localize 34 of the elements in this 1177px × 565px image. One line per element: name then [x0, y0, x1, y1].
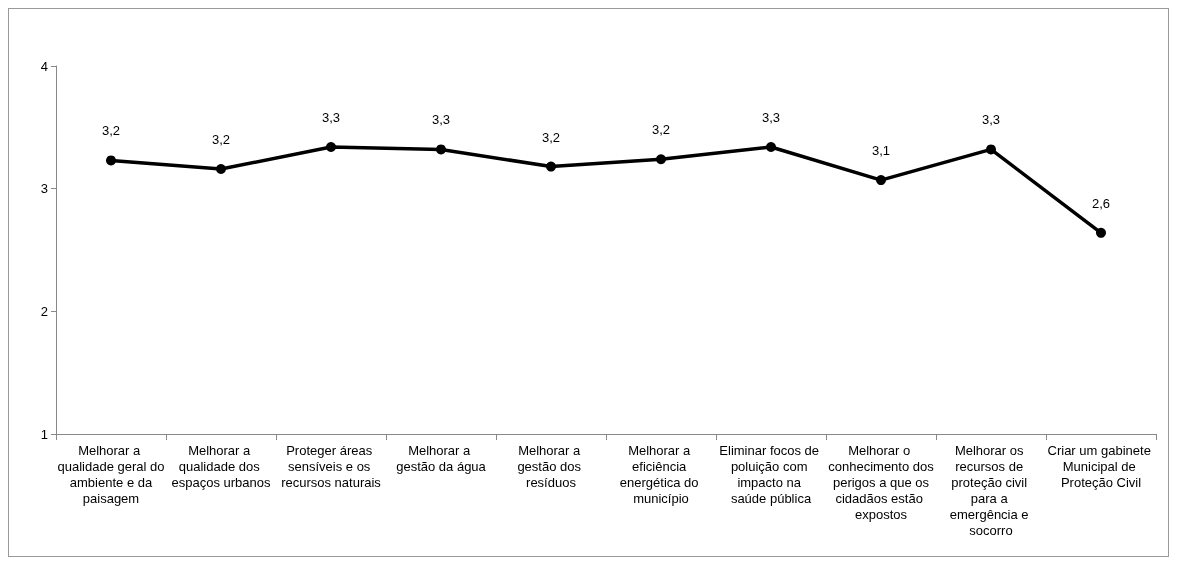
y-tick-label: 3 [40, 181, 48, 197]
x-tick-label: Melhorar o conhecimento dos perigos a que os cidadãos estão expostos [828, 442, 935, 522]
data-label: 3,2 [211, 132, 231, 148]
data-label: 3,3 [431, 112, 451, 128]
x-tick-label: Melhorar a qualidade dos espaços urbanos [171, 442, 271, 490]
point [656, 154, 666, 165]
x-tick-label: Criar um gabinete Municipal de Proteção Civil [1047, 442, 1155, 490]
point [546, 161, 556, 172]
y-tick-label: 4 [40, 58, 48, 74]
x-tick-label: Melhorar a eficiência energética do município [619, 442, 703, 506]
x-tick-label: Melhorar a gestão da água [396, 442, 487, 474]
data-label: 3,1 [871, 143, 891, 159]
x-tick-label: Proteger áreas sensíveis e os recursos naturais [281, 442, 382, 490]
point [1096, 227, 1106, 238]
point [986, 144, 996, 155]
point [766, 141, 776, 152]
point [326, 141, 336, 152]
data-label: 3,3 [981, 112, 1001, 128]
data-label: 3,3 [321, 109, 341, 125]
point [876, 175, 886, 186]
x-tick-label: Melhorar a qualidade geral do ambiente e da paisagem [57, 442, 165, 506]
y-tick-label: 2 [40, 303, 48, 319]
x-tick-label: Eliminar focos de poluição com impacto na saúde pública [719, 442, 823, 506]
y-tick-label: 1 [40, 426, 48, 442]
data-label: 3,2 [101, 123, 121, 139]
x-tick-label: Melhorar a gestão dos resíduos [517, 442, 585, 490]
data-label: 3,2 [651, 122, 671, 138]
point [216, 164, 226, 175]
data-label: 3,2 [541, 129, 561, 145]
point [436, 144, 446, 155]
data-label: 2,6 [1091, 195, 1111, 211]
x-tick-label: Melhorar os recursos de proteção civil para a emergência e socorro [949, 442, 1033, 538]
point [106, 155, 116, 166]
data-label: 3,3 [761, 109, 781, 125]
